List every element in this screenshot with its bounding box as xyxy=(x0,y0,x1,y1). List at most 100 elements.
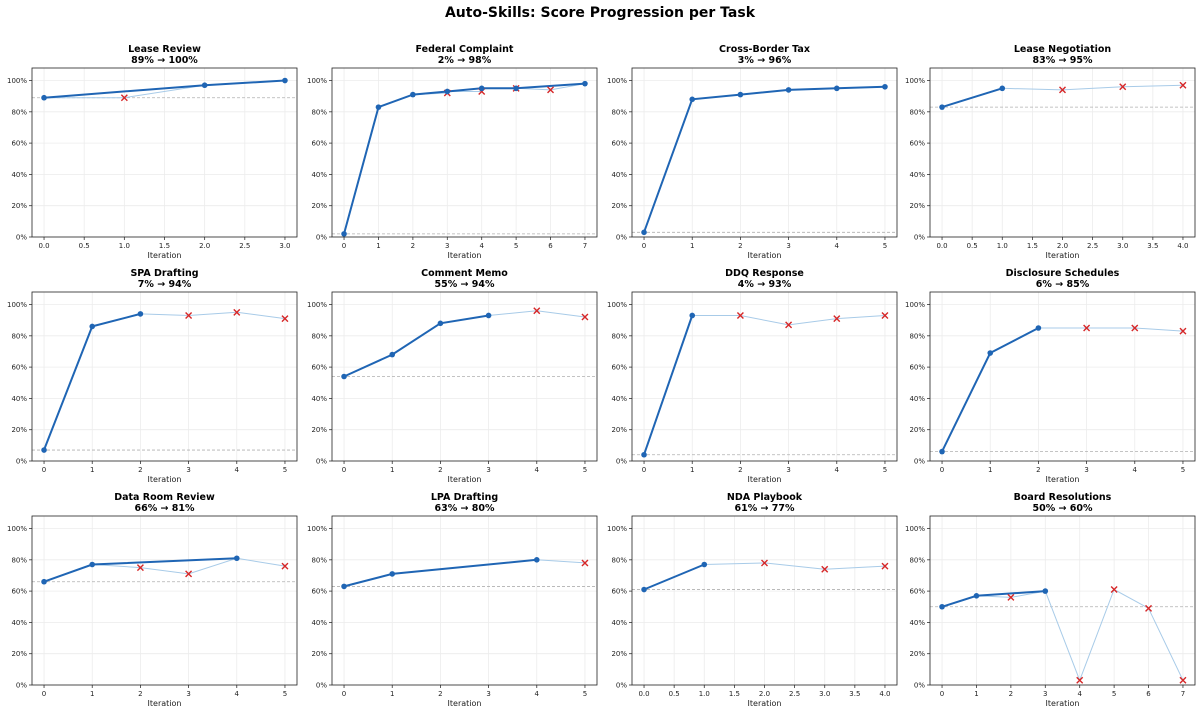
accepted-point xyxy=(939,603,945,610)
rejected-point xyxy=(233,308,241,316)
y-tick-label: 100% xyxy=(905,77,925,85)
x-tick-label: 0 xyxy=(42,466,46,474)
plot-frame xyxy=(31,291,298,462)
y-tick-label: 0% xyxy=(316,682,327,690)
plot-frame xyxy=(331,291,598,462)
y-tick-label: 100% xyxy=(7,77,27,85)
panel-title: Cross-Border Tax xyxy=(719,44,810,55)
x-tick-label: 2 xyxy=(1009,690,1013,698)
x-tick-label: 4 xyxy=(235,466,240,474)
y-tick-label: 100% xyxy=(905,301,925,309)
accepted-point xyxy=(410,91,416,98)
y-tick-label: 80% xyxy=(909,332,925,340)
rejected-point xyxy=(821,565,829,573)
y-tick-label: 100% xyxy=(307,77,327,85)
accepted-point xyxy=(533,557,540,563)
panel-subtitle: 89% → 100% xyxy=(131,55,198,66)
x-tick-label: 1.5 xyxy=(1027,242,1038,250)
x-axis-label: Iteration xyxy=(448,251,482,260)
x-tick-label: 4 xyxy=(535,466,540,474)
y-tick-label: 40% xyxy=(311,171,327,179)
series-line-accepted xyxy=(643,315,694,456)
y-tick-label: 40% xyxy=(311,395,327,403)
y-tick-label: 0% xyxy=(16,682,27,690)
y-tick-label: 40% xyxy=(909,171,925,179)
y-tick-label: 0% xyxy=(914,682,925,690)
y-tick-label: 40% xyxy=(11,619,27,627)
x-tick-label: 4 xyxy=(1077,690,1082,698)
y-tick-label: 80% xyxy=(311,108,327,116)
y-tick-label: 100% xyxy=(607,77,627,85)
y-tick-label: 60% xyxy=(611,140,627,148)
rejected-point xyxy=(547,86,555,94)
plot-frame xyxy=(631,515,898,686)
y-tick-label: 20% xyxy=(611,202,627,210)
accepted-point xyxy=(89,561,96,568)
y-tick-label: 60% xyxy=(311,364,327,372)
x-tick-label: 5 xyxy=(283,690,287,698)
rejected-point xyxy=(1119,83,1127,91)
panel-title: Data Room Review xyxy=(114,492,215,503)
x-tick-label: 4 xyxy=(835,242,840,250)
x-tick-label: 0.5 xyxy=(669,690,680,698)
rejected-point xyxy=(1059,86,1066,94)
panel-title: Lease Review xyxy=(128,44,201,55)
x-tick-label: 0 xyxy=(342,466,346,474)
x-tick-label: 5 xyxy=(1181,466,1185,474)
x-tick-label: 2.5 xyxy=(239,242,250,250)
accepted-point xyxy=(341,231,347,237)
y-tick-label: 20% xyxy=(11,426,27,434)
x-tick-label: 3 xyxy=(445,242,449,250)
x-tick-label: 3 xyxy=(1043,690,1047,698)
accepted-point xyxy=(1035,325,1042,331)
x-tick-label: 0 xyxy=(342,242,346,250)
x-tick-label: 2 xyxy=(411,242,415,250)
panel-subtitle: 2% → 98% xyxy=(438,55,492,66)
accepted-point xyxy=(41,447,47,453)
accepted-point xyxy=(282,77,288,84)
rejected-point xyxy=(136,564,144,572)
accepted-point xyxy=(389,571,396,577)
y-tick-label: 100% xyxy=(307,301,327,309)
x-tick-label: 3 xyxy=(486,690,490,698)
y-tick-label: 100% xyxy=(7,525,27,533)
x-tick-label: 2 xyxy=(138,466,142,474)
x-axis-label: Iteration xyxy=(748,475,782,484)
panel-subtitle: 6% → 85% xyxy=(1036,279,1090,290)
x-tick-label: 3.0 xyxy=(819,690,830,698)
series-line-all-trials xyxy=(643,86,886,233)
y-tick-label: 100% xyxy=(307,525,327,533)
x-tick-label: 1 xyxy=(90,466,94,474)
series-line-all-trials xyxy=(941,327,1184,452)
accepted-point xyxy=(437,320,444,327)
accepted-point xyxy=(1042,588,1049,594)
x-tick-label: 0 xyxy=(42,690,46,698)
y-tick-label: 80% xyxy=(611,332,627,340)
panel-title: LPA Drafting xyxy=(431,492,498,503)
y-tick-label: 20% xyxy=(909,650,925,658)
rejected-point xyxy=(1179,327,1187,335)
y-tick-label: 40% xyxy=(11,395,27,403)
y-tick-label: 20% xyxy=(311,202,327,210)
x-axis-label: Iteration xyxy=(1046,251,1080,260)
x-tick-label: 4.0 xyxy=(879,690,890,698)
x-tick-label: 1 xyxy=(690,466,694,474)
x-tick-label: 4.0 xyxy=(1177,242,1188,250)
y-tick-label: 60% xyxy=(909,140,925,148)
x-tick-label: 5 xyxy=(583,466,587,474)
accepted-point xyxy=(201,82,208,89)
x-axis-label: Iteration xyxy=(148,699,182,708)
accepted-point xyxy=(233,555,240,562)
y-tick-label: 40% xyxy=(909,395,925,403)
accepted-point xyxy=(389,351,396,358)
y-tick-label: 0% xyxy=(316,458,327,466)
y-tick-label: 40% xyxy=(311,619,327,627)
accepted-point xyxy=(485,312,492,319)
panel-title: Disclosure Schedules xyxy=(1006,268,1120,279)
panel-title: Board Resolutions xyxy=(1014,492,1112,503)
rejected-point xyxy=(881,311,889,319)
